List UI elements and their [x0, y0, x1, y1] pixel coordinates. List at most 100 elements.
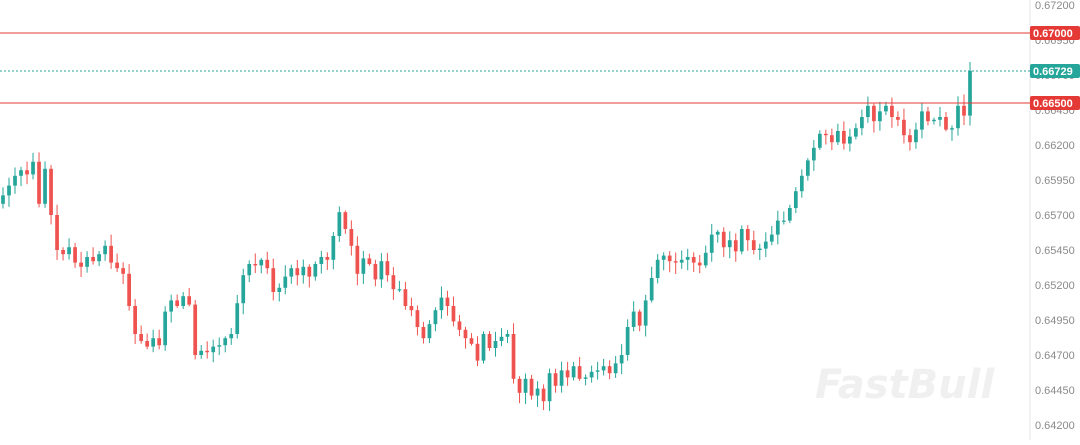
level-tag-label: 0.66500 [1033, 98, 1073, 110]
candle-down [343, 212, 348, 229]
y-tick-label: 0.64950 [1035, 315, 1075, 327]
candle-up [67, 247, 71, 255]
candle-up [151, 338, 156, 347]
candle-up [811, 147, 816, 161]
candle-up [878, 111, 882, 122]
candle-down [721, 231, 726, 248]
candle-up [235, 303, 240, 334]
candle-up [679, 259, 684, 263]
candle-up [43, 168, 47, 204]
candle-up [739, 229, 744, 252]
candle-down [415, 310, 420, 327]
candle-down [367, 258, 372, 264]
candle-up [866, 105, 870, 117]
candle-down [637, 311, 642, 326]
candle-up [493, 341, 498, 348]
candle-down [49, 168, 53, 215]
candle-up [775, 220, 780, 235]
candle-up [938, 117, 942, 120]
candle-up [854, 128, 858, 137]
level-tag [1030, 26, 1080, 40]
y-tick-label: 0.65700 [1035, 210, 1075, 222]
candle-up [331, 236, 336, 260]
candle-up [259, 259, 264, 266]
fastbull-watermark: FastBull [815, 362, 995, 408]
candle-up [523, 378, 528, 393]
candle-up [799, 175, 804, 192]
candle-up [763, 241, 768, 249]
candle-up [709, 234, 714, 253]
candle-up [625, 327, 630, 355]
candle-down [91, 257, 95, 262]
y-tick-label: 0.64450 [1035, 385, 1075, 397]
candle-down [457, 321, 462, 330]
y-tick-label: 0.67200 [1035, 0, 1075, 12]
candle-down [145, 341, 150, 347]
candle-down [355, 245, 360, 274]
current-price-label: 0.66729 [1033, 66, 1073, 78]
candle-down [733, 240, 738, 252]
candle-up [439, 297, 444, 311]
candle-down [842, 131, 846, 144]
candle-down [73, 247, 77, 263]
candle-down [673, 261, 678, 263]
candle-up [283, 276, 288, 288]
candle-up [547, 373, 552, 402]
candle-up [920, 111, 924, 130]
candle-up [649, 278, 654, 301]
candle-up [860, 117, 864, 129]
candle-up [601, 366, 606, 371]
candle-down [55, 215, 59, 250]
candle-down [271, 268, 276, 292]
candle-up [571, 366, 576, 378]
candle-down [517, 378, 522, 393]
candle-up [397, 289, 402, 291]
candle-down [109, 245, 113, 263]
candle-up [589, 371, 594, 378]
candle-down [607, 366, 612, 374]
candle-up [727, 240, 732, 248]
candle-up [848, 136, 852, 144]
candle-down [896, 117, 900, 120]
current-price-tag [1030, 63, 1080, 78]
candle-up [379, 261, 384, 280]
candle-down [751, 240, 756, 250]
candle-up [914, 129, 918, 143]
candle-up [950, 128, 954, 130]
candle-down [691, 257, 696, 263]
candle-up [313, 264, 318, 277]
candle-down [25, 170, 29, 175]
candle-up [211, 346, 216, 353]
candle-up [247, 264, 252, 276]
candle-up [427, 324, 432, 339]
candle-up [1, 195, 5, 204]
candle-down [403, 289, 408, 306]
candle-up [223, 338, 228, 346]
candle-up [169, 300, 174, 312]
y-tick-label: 0.64200 [1035, 420, 1075, 432]
candle-down [79, 262, 83, 267]
candle-up [685, 257, 690, 260]
candle-down [541, 388, 546, 402]
candle-down [157, 338, 162, 346]
candle-up [103, 245, 107, 255]
candle-down [115, 262, 119, 269]
candle-up [619, 355, 624, 364]
candle-down [205, 350, 210, 353]
candle-down [511, 334, 516, 379]
candle-up [583, 377, 588, 379]
candle-up [433, 310, 438, 325]
candle-up [199, 350, 204, 355]
candle-up [289, 268, 294, 277]
candle-down [265, 259, 270, 269]
candle-up [884, 105, 888, 112]
candle-up [655, 259, 660, 278]
candle-down [553, 373, 558, 386]
candle-up [13, 175, 17, 186]
level-lines-group: 0.67000 0.66500 0.66729 [0, 26, 1080, 110]
candle-up [499, 336, 504, 341]
candle-up [631, 311, 636, 327]
candle-down [469, 338, 474, 344]
